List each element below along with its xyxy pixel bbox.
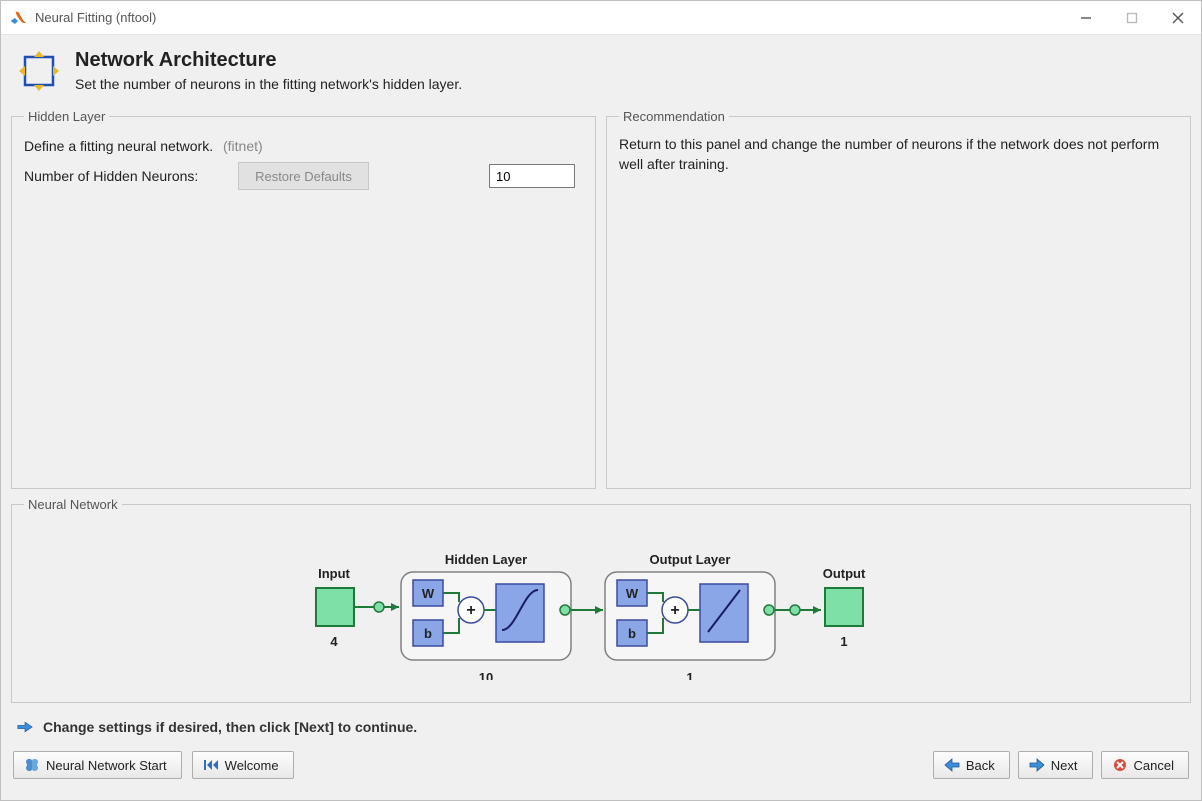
svg-text:W: W xyxy=(422,586,435,601)
brain-icon xyxy=(24,757,40,773)
back-icon xyxy=(944,757,960,773)
svg-text:Output: Output xyxy=(823,566,866,581)
svg-text:b: b xyxy=(628,626,636,641)
recommendation-text: Return to this panel and change the numb… xyxy=(619,134,1178,175)
neural-network-legend: Neural Network xyxy=(24,497,122,512)
arrow-right-icon xyxy=(17,719,33,735)
page-subtitle: Set the number of neurons in the fitting… xyxy=(75,76,462,92)
svg-text:1: 1 xyxy=(686,670,693,680)
hint-row: Change settings if desired, then click [… xyxy=(11,711,1191,739)
svg-text:+: + xyxy=(466,602,475,619)
maximize-button[interactable] xyxy=(1109,1,1155,34)
recommendation-panel: Recommendation Return to this panel and … xyxy=(606,109,1191,489)
architecture-icon xyxy=(17,49,61,93)
cancel-button[interactable]: Cancel xyxy=(1101,751,1189,779)
window-title: Neural Fitting (nftool) xyxy=(35,10,156,25)
neural-network-diagram: Input 4 Hidden Layer Wb +10 Output Layer Wb +1 O… xyxy=(24,526,1178,684)
titlebar: Neural Fitting (nftool) xyxy=(1,1,1201,35)
button-row: Neural Network Start Welcome B xyxy=(11,747,1191,781)
svg-text:Hidden Layer: Hidden Layer xyxy=(445,552,527,567)
back-button[interactable]: Back xyxy=(933,751,1010,779)
svg-text:1: 1 xyxy=(840,634,847,649)
svg-text:4: 4 xyxy=(330,634,338,649)
svg-text:+: + xyxy=(670,602,679,619)
svg-text:b: b xyxy=(424,626,432,641)
recommendation-legend: Recommendation xyxy=(619,109,729,124)
hint-text: Change settings if desired, then click [… xyxy=(43,719,417,735)
page-title: Network Architecture xyxy=(75,49,462,72)
fitnet-label: (fitnet) xyxy=(223,138,263,154)
cancel-icon xyxy=(1112,757,1128,773)
svg-text:W: W xyxy=(626,586,639,601)
matlab-icon xyxy=(9,9,27,27)
neural-network-panel: Neural Network Input 4 Hidden Layer Wb +10 Ou… xyxy=(11,497,1191,703)
svg-text:Input: Input xyxy=(318,566,350,581)
svg-text:Output Layer: Output Layer xyxy=(650,552,731,567)
svg-text:10: 10 xyxy=(479,670,493,680)
define-text: Define a fitting neural network. (fitnet… xyxy=(24,138,583,154)
nftool-window: Neural Fitting (nftool) xyxy=(0,0,1202,801)
body: Network Architecture Set the number of n… xyxy=(1,35,1201,800)
close-button[interactable] xyxy=(1155,1,1201,34)
restore-defaults-button[interactable]: Restore Defaults xyxy=(238,162,369,190)
hidden-layer-panel: Hidden Layer Define a fitting neural net… xyxy=(11,109,596,489)
neural-network-start-button[interactable]: Neural Network Start xyxy=(13,751,182,779)
minimize-button[interactable] xyxy=(1063,1,1109,34)
next-button[interactable]: Next xyxy=(1018,751,1093,779)
hidden-layer-legend: Hidden Layer xyxy=(24,109,109,124)
page-header: Network Architecture Set the number of n… xyxy=(11,45,1191,101)
welcome-button[interactable]: Welcome xyxy=(192,751,294,779)
next-icon xyxy=(1029,757,1045,773)
panels-row: Hidden Layer Define a fitting neural net… xyxy=(11,109,1191,489)
rewind-icon xyxy=(203,757,219,773)
